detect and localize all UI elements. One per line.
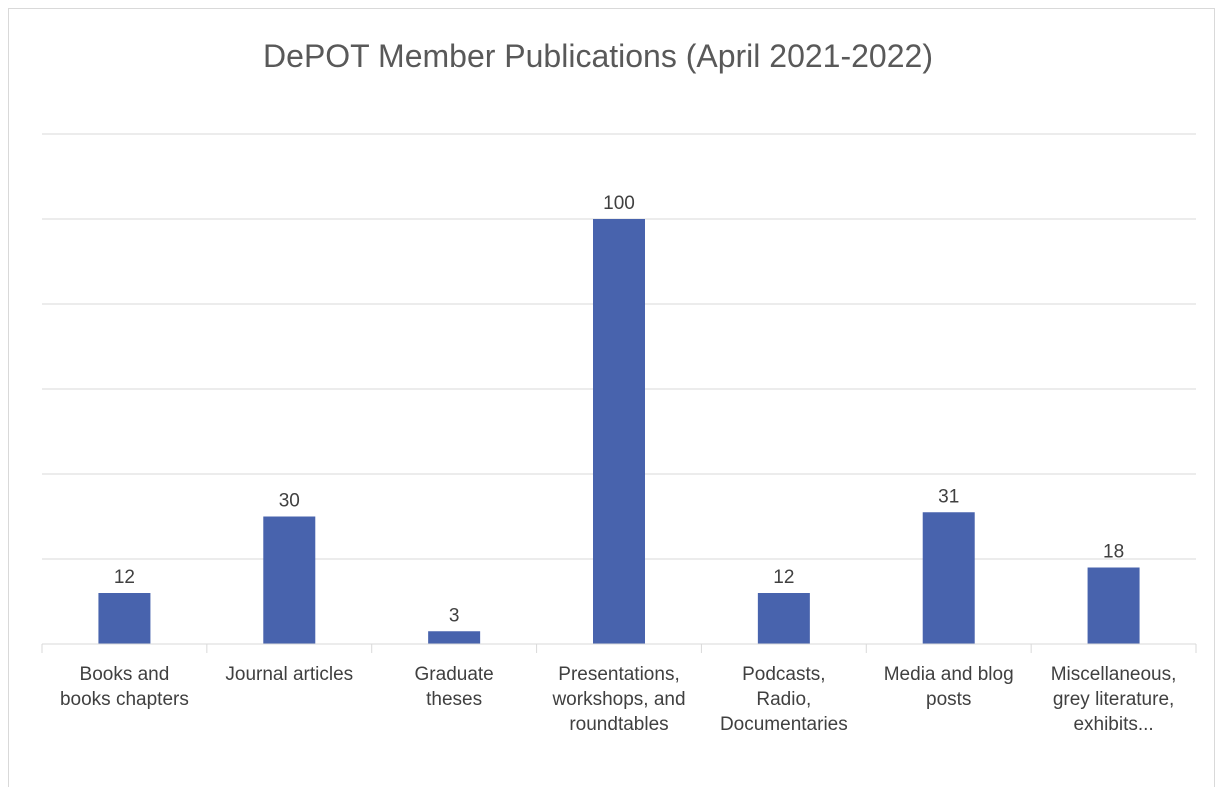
x-tick-label-line: Media and blog xyxy=(884,664,1014,685)
x-tick-label-line: workshops, and xyxy=(551,689,685,710)
x-tick-label-line: exhibits... xyxy=(1073,714,1153,735)
x-tick-label-3: Presentations, workshops, and roundtables xyxy=(551,664,685,735)
bar-3 xyxy=(593,219,645,644)
bars xyxy=(98,219,1140,644)
data-labels: 12 30 3 100 12 31 18 xyxy=(114,193,1124,626)
x-tick-label-line: theses xyxy=(426,689,482,710)
data-label-1: 30 xyxy=(279,491,300,512)
x-tick-label-line: Radio, xyxy=(756,689,811,710)
data-label-4: 12 xyxy=(773,567,794,588)
x-tick-label-line: posts xyxy=(926,689,971,710)
data-label-0: 12 xyxy=(114,567,135,588)
x-tick-labels: Books and books chapters Journal articles G… xyxy=(60,664,1176,735)
bar-4 xyxy=(757,593,810,644)
x-tick-label-1: Journal articles xyxy=(225,664,353,685)
x-tick-label-5: Media and blog posts xyxy=(884,664,1014,710)
x-tick-label-6: Miscellaneous, grey literature, exhibits..… xyxy=(1051,664,1177,735)
x-tick-label-0: Books and books chapters xyxy=(60,664,189,710)
x-tick-label-line: Documentaries xyxy=(720,714,848,735)
data-label-3: 100 xyxy=(603,193,635,214)
x-tick-label-line: roundtables xyxy=(569,714,668,735)
x-tick-label-line: Books and xyxy=(80,664,170,685)
data-label-2: 3 xyxy=(449,605,460,626)
x-tick-label-line: books chapters xyxy=(60,689,189,710)
x-tick-label-line: Podcasts, xyxy=(742,664,825,685)
x-tick-label-line: grey literature, xyxy=(1053,689,1174,710)
x-tick-label-line: Miscellaneous, xyxy=(1051,664,1177,685)
bar-6 xyxy=(1087,567,1140,644)
x-tick-label-line: Journal articles xyxy=(225,664,353,685)
x-tick-label-2: Graduate theses xyxy=(415,664,494,710)
chart-title: DePOT Member Publications (April 2021-20… xyxy=(263,38,933,74)
data-label-6: 18 xyxy=(1103,542,1124,563)
x-tick-label-line: Graduate xyxy=(415,664,494,685)
bar-5 xyxy=(922,512,975,644)
x-axis xyxy=(41,643,1197,653)
x-tick-label-line: Presentations, xyxy=(558,664,679,685)
bar-1 xyxy=(263,516,316,644)
data-label-5: 31 xyxy=(938,486,959,507)
bar-0 xyxy=(98,593,151,644)
x-tick-label-4: Podcasts, Radio, Documentaries xyxy=(720,664,848,735)
bar-2 xyxy=(428,631,481,644)
